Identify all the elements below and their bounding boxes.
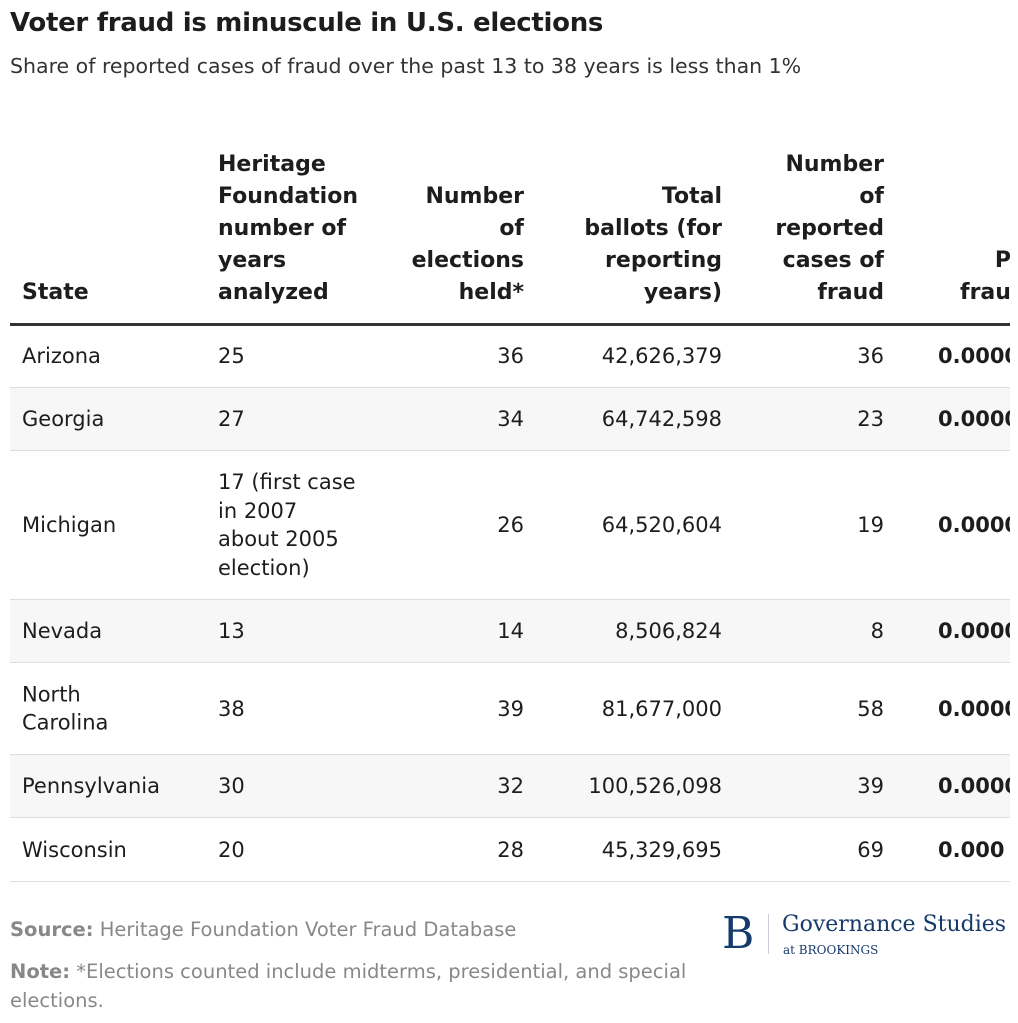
table-cell: 0.0000 (938, 343, 1010, 368)
state-cell: North Carolina (22, 682, 109, 735)
table-cell: 14 (497, 618, 524, 643)
table-cell: 32 (497, 773, 524, 798)
chart-title: Voter fraud is minuscule in U.S. electio… (10, 8, 604, 38)
table-cell: 100,526,098 (588, 773, 722, 798)
table-row: North Carolina 38 39 81,677,000 58 0.0000 (10, 663, 1010, 755)
table-cell: 0.0000 (938, 406, 1010, 431)
source-label: Source: (10, 918, 94, 941)
table-row: Wisconsin 20 28 45,329,695 69 0.000 (10, 818, 1010, 882)
logo-divider (768, 914, 769, 954)
source-text: Heritage Foundation Voter Fraud Database (99, 918, 517, 941)
table-cell: 69 (857, 837, 884, 862)
column-header[interactable]: Heritage Foundation number of years anal… (218, 152, 359, 305)
table-cell: 0.000 (938, 837, 1005, 862)
table-cell: 38 (218, 696, 245, 721)
state-cell: Michigan (22, 512, 117, 537)
table-cell: 20 (218, 837, 245, 862)
table-cell: 64,520,604 (601, 512, 722, 537)
chart-subtitle: Share of reported cases of fraud over th… (10, 54, 802, 78)
table-cell: 81,677,000 (601, 696, 722, 721)
state-cell: Nevada (22, 618, 103, 643)
table-cell: 28 (497, 837, 524, 862)
table-cell: 42,626,379 (601, 343, 722, 368)
logo-letter: B (722, 908, 755, 959)
table-cell: 64,742,598 (601, 406, 722, 431)
table-header: State Heritage Foundation number of years… (10, 140, 1010, 326)
table-row: Pennsylvania 30 32 100,526,098 39 0.0000 (10, 755, 1010, 818)
note-line: Note: *Elections counted include midterm… (10, 957, 690, 1015)
column-header[interactable]: Number of elections held* (411, 184, 524, 305)
column-header[interactable]: State (22, 280, 89, 305)
table-cell: 45,329,695 (601, 837, 722, 862)
state-cell: Pennsylvania (22, 773, 160, 798)
table-cell: 19 (857, 512, 884, 537)
source-line: Source: Heritage Foundation Voter Fraud … (10, 918, 516, 941)
table-cell: 36 (497, 343, 524, 368)
table-cell: 0.0000 (938, 618, 1010, 643)
table-cell: 8 (870, 618, 884, 643)
table-cell: 23 (857, 406, 884, 431)
table-cell: 30 (218, 773, 245, 798)
note-label: Note: (10, 960, 71, 983)
table-cell: 0.0000 (938, 696, 1010, 721)
note-text: *Elections counted include midterms, pre… (10, 960, 687, 1012)
table-cell: 8,506,824 (615, 618, 722, 643)
table-cell: 58 (857, 696, 884, 721)
table-cell: 0.0000 (938, 773, 1010, 798)
table-cell: 0.0000 (938, 512, 1010, 537)
table-row: Georgia 27 34 64,742,598 23 0.0000 (10, 388, 1010, 451)
state-cell: Georgia (22, 406, 105, 431)
state-cell: Arizona (22, 343, 101, 368)
table-cell: 25 (218, 343, 245, 368)
table-cell: 26 (497, 512, 524, 537)
table-cell: 17 (first case in 2007 about 2005 electi… (218, 470, 356, 580)
logo-sub: at BROOKINGS (783, 943, 879, 957)
table-cell: 39 (497, 696, 524, 721)
table-cell: 36 (857, 343, 884, 368)
table-cell: 39 (857, 773, 884, 798)
table-row: Michigan 17 (first case in 2007 about 200… (10, 451, 1010, 600)
table-cell: 34 (497, 406, 524, 431)
column-header[interactable]: Total ballots (for reporting years) (584, 184, 722, 305)
table-row: Arizona 25 36 42,626,379 36 0.0000 (10, 325, 1010, 388)
table-row: Nevada 13 14 8,506,824 8 0.0000 (10, 600, 1010, 663)
logo-name: Governance Studies (782, 912, 1007, 937)
column-header[interactable]: P frau (960, 248, 1010, 305)
state-cell: Wisconsin (22, 837, 127, 862)
table-cell: 27 (218, 406, 245, 431)
table-cell: 13 (218, 618, 245, 643)
data-table: State Heritage Foundation number of years… (10, 140, 1010, 885)
column-header[interactable]: Number of reported cases of fraud (775, 152, 884, 305)
